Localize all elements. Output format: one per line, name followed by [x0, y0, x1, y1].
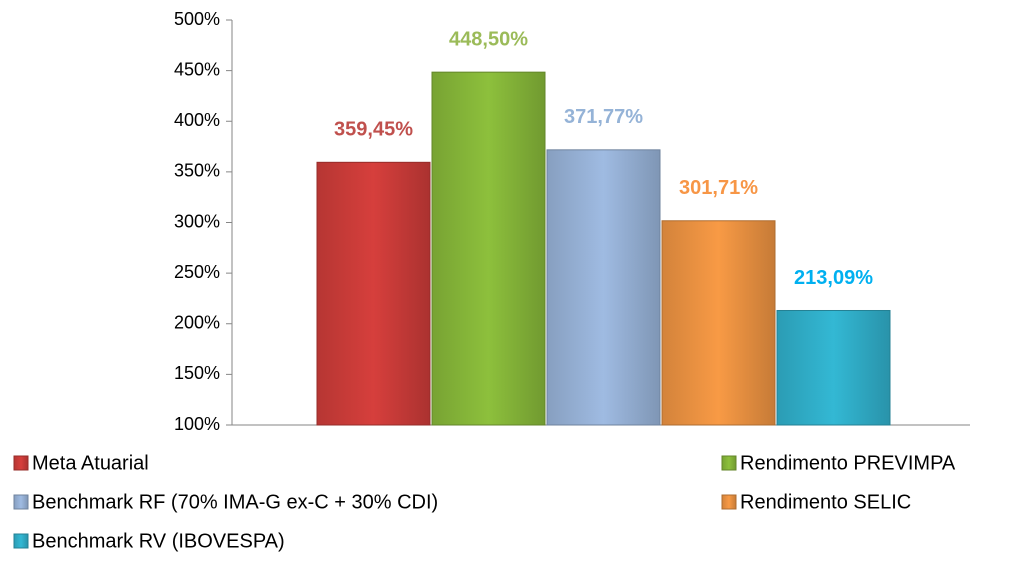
data-label: 359,45%	[334, 119, 413, 141]
data-label: 371,77%	[564, 106, 643, 128]
bar	[431, 71, 546, 426]
y-tick-label: 200%	[174, 313, 220, 333]
legend-swatch	[13, 494, 29, 510]
y-tick-label: 350%	[174, 161, 220, 181]
legend-label: Meta Atuarial	[32, 452, 149, 474]
legend-swatch	[721, 455, 737, 471]
data-label: 213,09%	[794, 267, 873, 289]
bar	[776, 309, 891, 426]
bar	[546, 149, 661, 426]
legend-swatch	[13, 533, 29, 549]
y-tick-label: 400%	[174, 110, 220, 130]
data-label: 448,50%	[449, 28, 528, 50]
y-tick-label: 100%	[174, 414, 220, 434]
y-tick-label: 300%	[174, 211, 220, 231]
legend-label: Rendimento SELIC	[740, 491, 911, 513]
y-tick-label: 450%	[174, 59, 220, 79]
legend-label: Benchmark RV (IBOVESPA)	[32, 530, 285, 552]
legend-label: Rendimento PREVIMPA	[740, 452, 956, 474]
y-tick-label: 500%	[174, 9, 220, 29]
bar	[316, 161, 431, 426]
bar	[661, 220, 776, 426]
legend-swatch	[721, 494, 737, 510]
y-tick-label: 150%	[174, 363, 220, 383]
data-label: 301,71%	[679, 177, 758, 199]
legend-swatch	[13, 455, 29, 471]
y-tick-label: 250%	[174, 262, 220, 282]
legend-label: Benchmark RF (70% IMA-G ex-C + 30% CDI)	[32, 491, 438, 513]
